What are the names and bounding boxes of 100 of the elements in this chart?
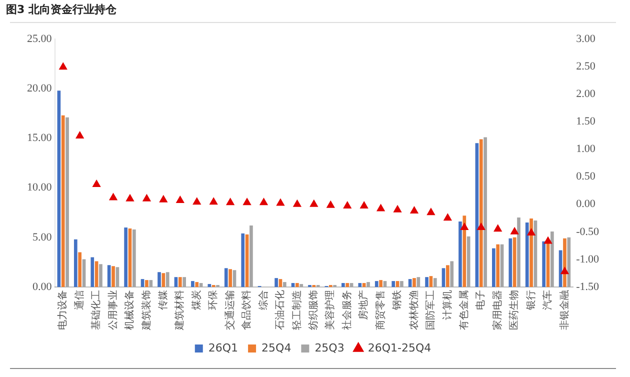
bar: [250, 225, 253, 287]
point: [226, 198, 234, 206]
y2-tick-label: -1.00: [576, 253, 600, 266]
bar: [124, 227, 128, 287]
x-tick-label: 轻工制造: [290, 290, 303, 330]
bar: [429, 276, 433, 287]
point: [142, 194, 151, 202]
point: [76, 131, 84, 138]
bar: [149, 280, 153, 287]
bar: [458, 222, 462, 287]
point: [192, 198, 201, 205]
y2-tick-label: 3.00: [576, 32, 596, 45]
point: [293, 200, 302, 207]
bar: [74, 239, 78, 287]
bar: [508, 238, 512, 287]
bar: [78, 252, 82, 287]
x-tick-label: 钢铁: [391, 290, 404, 311]
point: [427, 208, 435, 216]
bar: [450, 261, 454, 287]
bar: [396, 281, 400, 287]
y-tick-label: 20.00: [27, 82, 52, 94]
bar: [162, 273, 166, 287]
x-tick-label: 机械设备: [124, 290, 136, 330]
y-tick-label: 5.00: [32, 231, 52, 244]
bar: [350, 283, 354, 287]
bar: [199, 283, 203, 287]
bar: [496, 244, 500, 287]
x-tick-label: 公用事业: [106, 290, 119, 330]
bar: [358, 283, 362, 287]
point: [460, 222, 468, 230]
point: [210, 198, 218, 205]
point: [477, 222, 486, 230]
x-tick-label: 家用电器: [491, 290, 504, 330]
x-tick-label: 环保: [208, 290, 220, 310]
bar: [550, 231, 554, 287]
bar: [512, 237, 516, 287]
x-tick-label: 基础化工: [90, 290, 102, 330]
point: [444, 214, 452, 221]
x-tick-label: 煤炭: [190, 290, 202, 310]
point: [394, 205, 402, 212]
x-tick-label: 汽车: [542, 290, 554, 310]
bar: [517, 218, 520, 287]
bar: [525, 222, 529, 287]
bar: [191, 281, 194, 287]
point: [310, 200, 318, 207]
bar: [374, 281, 378, 287]
y2-tick-label: 0.00: [576, 198, 596, 210]
x-tick-label: 电子: [474, 290, 487, 310]
x-tick-label: 石油石化: [274, 290, 286, 330]
bar: [107, 265, 111, 287]
x-tick-label: 医药生物: [508, 290, 520, 330]
bar: [82, 259, 86, 287]
bar: [412, 278, 416, 287]
bar: [228, 269, 232, 287]
bar: [291, 283, 295, 287]
x-tick-label: 商贸零售: [374, 290, 386, 330]
point: [527, 228, 536, 236]
bar: [362, 283, 366, 287]
bar: [245, 234, 249, 287]
y2-tick-label: 2.50: [576, 60, 596, 72]
bar: [542, 241, 546, 287]
bar: [400, 281, 404, 287]
point: [260, 198, 268, 206]
bar: [274, 278, 278, 287]
y-tick-label: 10.00: [27, 182, 52, 194]
bar: [132, 229, 136, 287]
bar: [492, 248, 496, 287]
bar: [195, 282, 199, 287]
x-tick-label: 纺织服饰: [308, 290, 320, 330]
bar: [66, 117, 69, 287]
bar: [466, 236, 470, 287]
bar: [158, 272, 161, 287]
bar: [366, 282, 370, 287]
x-tick-label: 计算机: [441, 290, 454, 320]
bar: [425, 277, 428, 287]
x-tick-label: 有色金属: [458, 290, 470, 330]
point: [376, 204, 385, 212]
point: [109, 193, 118, 200]
bar: [442, 268, 446, 287]
y-tick-label: 0.00: [32, 280, 52, 293]
x-tick-label: 交通运输: [224, 290, 236, 330]
x-tick-label: 房地产: [358, 290, 370, 320]
x-tick-label: 通信: [73, 290, 86, 310]
point: [326, 200, 335, 208]
point: [343, 201, 352, 208]
x-tick-label: 传媒: [158, 290, 170, 310]
x-tick-label: 电力设备: [56, 290, 69, 330]
point: [59, 62, 68, 70]
bar: [178, 277, 182, 287]
bar: [116, 267, 120, 287]
bar: [300, 284, 304, 287]
bar: [112, 266, 115, 287]
bar: [530, 218, 533, 287]
bar: [140, 279, 144, 287]
y2-tick-label: 1.50: [576, 116, 596, 128]
y2-tick-label: 2.00: [576, 88, 596, 100]
point: [126, 194, 134, 202]
x-tick-label: 非银金融: [558, 290, 570, 330]
x-tick-label: 社会服务: [340, 290, 353, 330]
x-tick-label: 建筑装饰: [140, 290, 152, 331]
